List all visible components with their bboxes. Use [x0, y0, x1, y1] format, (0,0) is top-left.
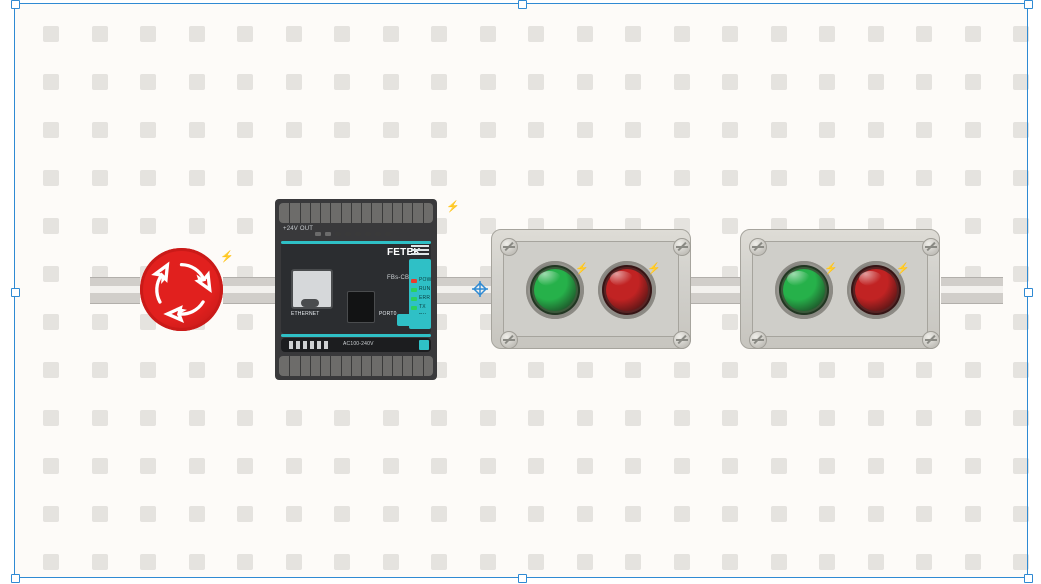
selection-handle[interactable] [518, 574, 527, 583]
selection-outline [14, 3, 1028, 578]
selection-handle[interactable] [11, 288, 20, 297]
selection-handle[interactable] [1024, 0, 1033, 9]
selection-handle[interactable] [1024, 288, 1033, 297]
selection-handle[interactable] [11, 0, 20, 9]
selection-handle[interactable] [11, 574, 20, 583]
selection-handle[interactable] [1024, 574, 1033, 583]
canvas: ⚡+24V OUTETHERNETPORT0FETEKFBs-CBEPOWRUN… [0, 0, 1041, 584]
selection-handle[interactable] [518, 0, 527, 9]
